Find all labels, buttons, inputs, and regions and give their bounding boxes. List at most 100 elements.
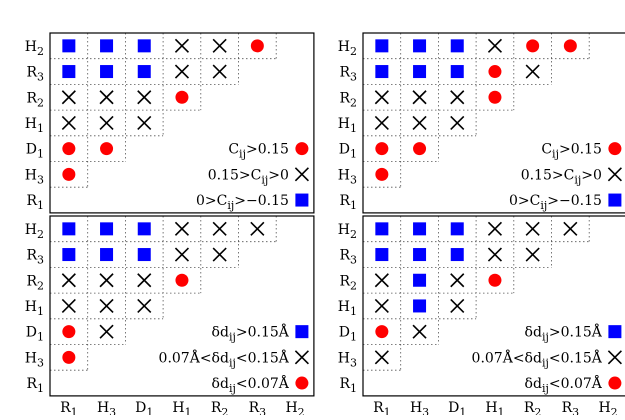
x-tick-label: H1	[485, 400, 504, 415]
legend-label: 0>Cij>−0.15	[509, 193, 602, 212]
y-tick-label: D1	[339, 142, 357, 161]
panel-top-left: H2 R3 R2 H1 D1 H3 R1 Cij>0.15 0.15>Cij>0 0>Cij>−0…	[25, 32, 315, 214]
cross-marker	[61, 298, 76, 314]
y-tick-label: H1	[25, 299, 44, 318]
y-tick-label: H2	[338, 222, 357, 241]
legend-label: δdij<0.07Å	[212, 374, 290, 395]
legend-square-marker	[608, 325, 622, 339]
cross-marker	[174, 38, 190, 53]
cross-marker	[61, 90, 76, 105]
square-marker	[100, 39, 114, 53]
cross-stroke	[137, 298, 152, 314]
circle-marker	[375, 142, 389, 156]
cross-stroke	[412, 90, 427, 105]
cross-stroke	[607, 350, 622, 365]
y-tick-label: H2	[25, 222, 44, 241]
cross-marker	[374, 350, 389, 365]
circle-marker	[62, 167, 76, 181]
x-tick-label: R1	[60, 400, 78, 415]
cross-stroke	[374, 298, 389, 314]
cross-stroke	[212, 38, 227, 53]
square-marker	[375, 222, 389, 236]
panel-top-right: H2 R3 R2 H1 D1 H3 R1 Cij>0.15 0.15>Cij>0 0>Cij>−0…	[338, 32, 625, 214]
square-marker	[100, 248, 114, 262]
panel-bottom-right: H2 R3 R2 H1 D1 H3 R1 R1 H3 D1 H1 R2 R3 H2 δdij>0.15Å 0.…	[338, 215, 625, 419]
cross-marker	[99, 298, 114, 314]
cross-marker	[61, 273, 76, 288]
cross-marker	[61, 115, 76, 131]
legend-label: δdij>0.15Å	[212, 323, 290, 344]
cross-stroke	[212, 221, 227, 236]
square-marker	[413, 222, 427, 236]
x-tick-label: D1	[135, 400, 153, 415]
y-tick-label: R3	[26, 65, 44, 84]
y-tick-label: R2	[26, 90, 44, 109]
cross-marker	[525, 247, 540, 262]
y-tick-label: R3	[339, 248, 357, 267]
cross-marker	[174, 247, 190, 262]
legend-square-marker	[295, 325, 309, 339]
cross-marker	[374, 298, 389, 314]
y-tick-label: R3	[339, 65, 357, 84]
circle-marker	[488, 65, 502, 79]
cross-stroke	[99, 298, 114, 314]
cross-stroke	[374, 350, 389, 365]
plot-frame	[362, 32, 625, 214]
legend-circle-marker	[295, 376, 309, 390]
cross-marker	[487, 38, 503, 53]
cross-marker	[137, 298, 152, 314]
cross-marker	[412, 90, 427, 105]
cross-stroke	[294, 167, 309, 182]
cross-marker	[374, 90, 389, 105]
square-marker	[62, 248, 76, 262]
legend-label: δdij>0.15Å	[525, 323, 603, 344]
cross-stroke	[61, 298, 76, 314]
cross-stroke	[137, 115, 152, 131]
plot-frame	[49, 32, 315, 214]
square-marker	[375, 65, 389, 79]
cross-stroke	[487, 247, 503, 262]
y-tick-label: R2	[26, 273, 44, 292]
circle-marker	[413, 142, 427, 156]
legend-square-marker	[608, 193, 622, 207]
circle-marker	[488, 90, 502, 104]
cross-stroke	[607, 167, 622, 182]
cross-stroke	[450, 115, 465, 131]
square-marker	[137, 248, 151, 262]
legend-label: 0.15>Cij>0	[521, 167, 602, 186]
legend-circle-marker	[295, 142, 309, 156]
cross-stroke	[61, 273, 76, 288]
circle-marker	[563, 39, 577, 53]
square-marker	[413, 248, 427, 262]
square-marker	[375, 248, 389, 262]
square-marker	[413, 65, 427, 79]
cross-stroke	[99, 90, 114, 105]
cross-stroke	[374, 115, 389, 131]
cross-stroke	[174, 221, 190, 236]
y-tick-label: H1	[338, 299, 357, 318]
cross-stroke	[137, 90, 152, 105]
cross-marker	[412, 115, 427, 131]
circle-marker	[62, 142, 76, 156]
circle-marker	[488, 273, 502, 287]
legend-label: 0.07Å<δdij<0.15Å	[472, 348, 603, 369]
legend-label: 0>Cij>−0.15	[196, 193, 289, 212]
cross-stroke	[99, 324, 114, 339]
x-tick-label: R2	[524, 400, 542, 415]
x-tick-label: D1	[448, 400, 466, 415]
legend-circle-marker	[608, 142, 622, 156]
cross-stroke	[174, 247, 190, 262]
cross-marker	[174, 221, 190, 236]
cross-stroke	[374, 273, 389, 288]
x-tick-label: R3	[562, 400, 580, 415]
x-tick-label: H3	[97, 400, 116, 415]
cross-marker	[525, 64, 540, 79]
plot-frame	[49, 215, 315, 397]
square-marker	[137, 222, 151, 236]
circle-marker	[526, 39, 540, 53]
legend-label: Cij>0.15	[541, 142, 602, 161]
cross-stroke	[412, 324, 427, 339]
y-tick-label: R2	[339, 273, 357, 292]
